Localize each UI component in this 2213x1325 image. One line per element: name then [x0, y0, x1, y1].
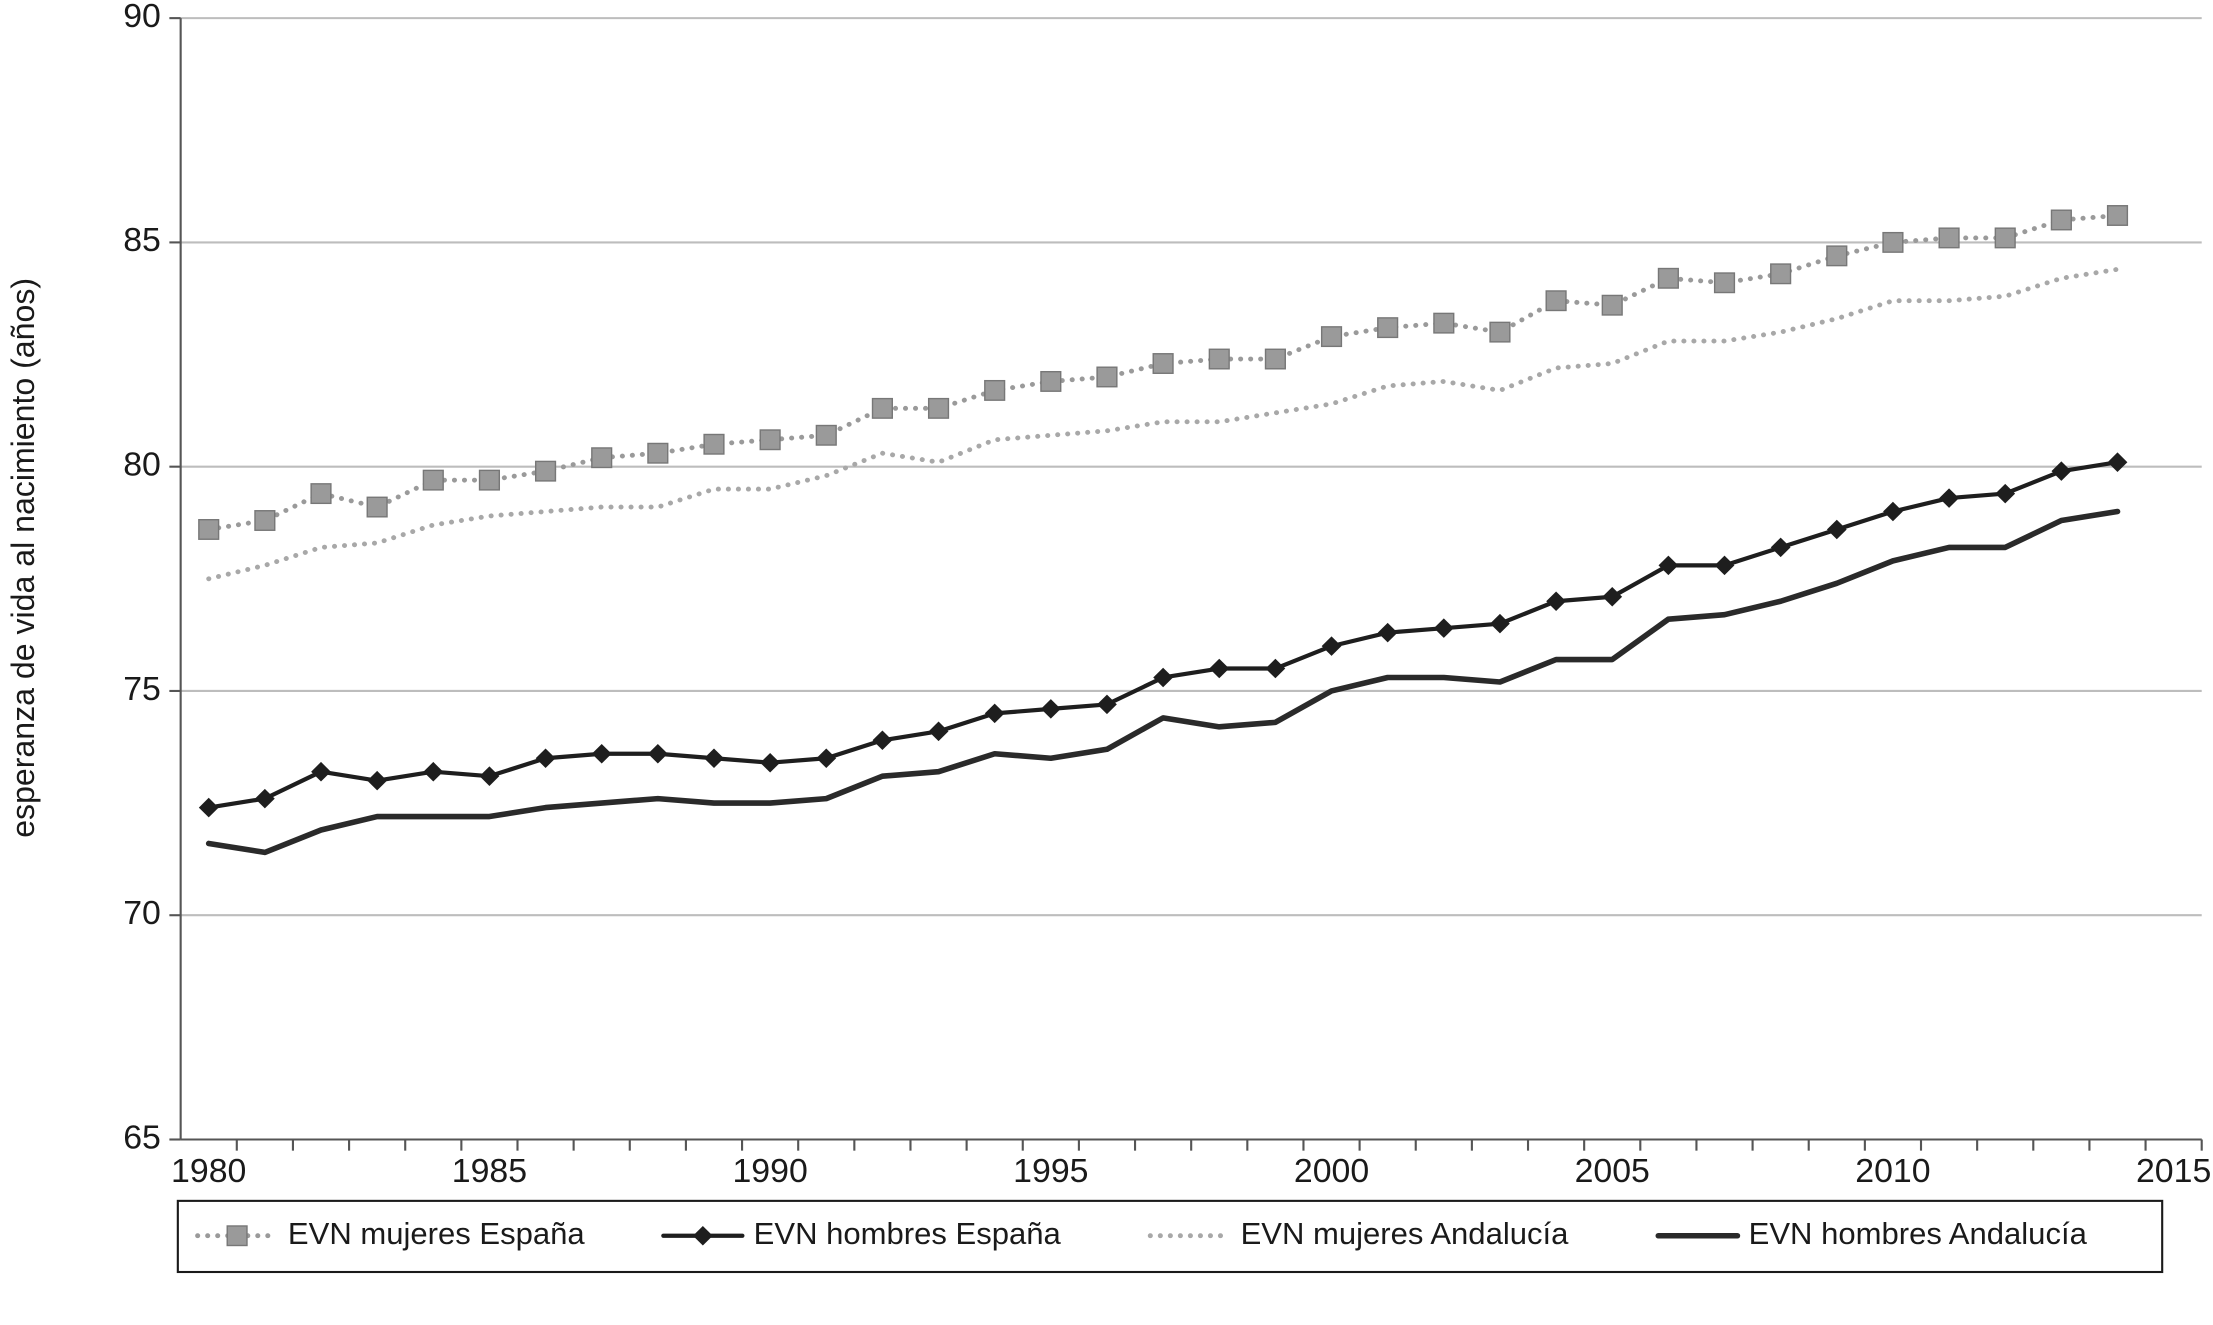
marker-square [703, 433, 725, 455]
y-tick-label: 75 [123, 671, 161, 708]
marker-diamond [1040, 699, 1061, 719]
x-tick-label: 1990 [732, 1153, 807, 1190]
x-tick-label: 1980 [171, 1153, 246, 1190]
x-tick-label: 2000 [1294, 1153, 1369, 1190]
marker-square [478, 469, 501, 491]
series-line [206, 460, 2120, 810]
marker-square [927, 397, 950, 419]
x-tick-label: 2010 [1855, 1153, 1930, 1190]
marker-square [1264, 348, 1286, 370]
y-tick-label: 70 [123, 895, 161, 932]
marker-square [984, 379, 1006, 401]
marker-diamond [1602, 586, 1623, 607]
marker-diamond [760, 752, 781, 773]
y-tick-label: 65 [123, 1120, 161, 1157]
marker-diamond [984, 703, 1005, 724]
marker-square [198, 519, 220, 540]
marker-square [1040, 370, 1062, 392]
marker-square [1208, 348, 1230, 370]
marker-diamond [1714, 555, 1735, 576]
marker-square [871, 397, 893, 419]
marker-square [1601, 294, 1623, 316]
marker-square [1882, 231, 1904, 253]
marker-square [1770, 263, 1792, 285]
marker-diamond [198, 797, 219, 818]
marker-square [1489, 321, 1511, 343]
marker-square [422, 469, 444, 491]
marker-diamond [1377, 622, 1398, 643]
marker-square [366, 496, 388, 518]
marker-square [591, 447, 613, 469]
marker-diamond [1995, 483, 2016, 504]
marker-square [254, 510, 276, 531]
y-tick-label: 85 [123, 222, 161, 259]
legend-label: EVN hombres Andalucía [1749, 1216, 2088, 1251]
marker-square [1938, 227, 1960, 249]
marker-diamond [1433, 618, 1454, 638]
marker-diamond [1883, 501, 1903, 522]
marker-square [1994, 227, 2016, 249]
marker-square [1657, 267, 1679, 289]
y-axis-label: esperanza de vida al nacimiento (años) [5, 278, 41, 838]
marker-diamond [591, 743, 612, 764]
marker-diamond [1770, 537, 1791, 558]
marker-square [2050, 209, 2072, 231]
y-tick-label: 80 [123, 447, 161, 484]
marker-diamond [311, 761, 331, 782]
marker-square [647, 442, 669, 464]
marker-diamond [479, 766, 500, 786]
marker-square [1826, 245, 1848, 267]
marker-diamond [704, 748, 724, 768]
marker-square [1096, 366, 1118, 388]
marker-square [759, 429, 781, 451]
marker-diamond [254, 788, 275, 809]
series-line [205, 508, 2121, 856]
marker-diamond [2051, 461, 2072, 481]
marker-diamond [1546, 591, 1566, 612]
marker-diamond [423, 761, 444, 782]
marker-diamond [1209, 658, 1230, 679]
marker-square [1377, 317, 1399, 339]
x-tick-label: 1985 [452, 1153, 527, 1190]
legend-label: EVN mujeres España [288, 1216, 586, 1251]
marker-diamond [928, 721, 949, 742]
marker-diamond [1153, 667, 1173, 688]
legend-label: EVN hombres España [754, 1216, 1062, 1251]
marker-square [534, 460, 557, 482]
marker-diamond [1826, 519, 1847, 540]
marker-square [1152, 353, 1174, 374]
marker-square [1713, 272, 1736, 294]
legend-box [176, 1199, 2164, 1274]
marker-square [2106, 205, 2129, 226]
marker-diamond [1097, 694, 1117, 715]
marker-diamond [2107, 452, 2128, 472]
marker-diamond [1265, 658, 1286, 679]
marker-diamond [535, 748, 556, 768]
marker-square [226, 1225, 248, 1247]
marker-diamond [1658, 555, 1679, 576]
x-tick-label: 2015 [2136, 1153, 2211, 1190]
marker-square [310, 483, 332, 505]
marker-diamond [692, 1225, 713, 1246]
marker-diamond [647, 743, 668, 764]
x-tick-label: 2005 [1575, 1153, 1650, 1190]
marker-square [1545, 290, 1567, 312]
marker-diamond [1939, 488, 1959, 508]
marker-square [815, 424, 837, 446]
marker-diamond [1490, 613, 1510, 634]
y-tick-label: 90 [123, 0, 161, 35]
marker-diamond [816, 748, 837, 768]
marker-diamond [367, 770, 388, 791]
legend-label: EVN mujeres Andalucía [1241, 1216, 1570, 1251]
marker-square [1433, 312, 1455, 334]
marker-square [1320, 326, 1343, 348]
marker-diamond [872, 730, 893, 751]
x-tick-label: 1995 [1013, 1153, 1088, 1190]
marker-diamond [1321, 636, 1342, 656]
